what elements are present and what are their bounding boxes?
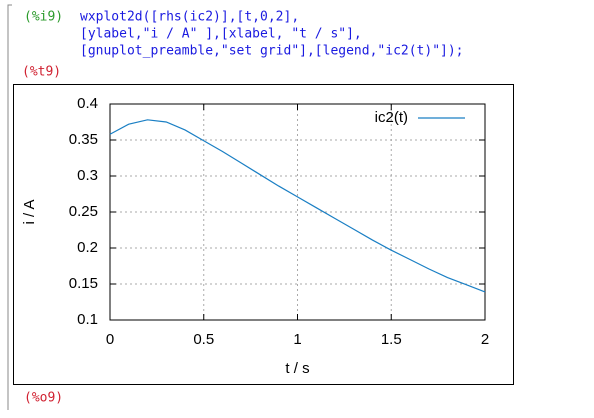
x-tick-label: 0.5 [193,331,214,348]
y-tick-label: 0.2 [77,239,98,256]
code-line[interactable]: wxplot2d([rhs(ic2)],[t,0,2], [80,10,299,25]
y-tick-label: 0.15 [69,275,98,292]
x-tick-label: 0 [106,331,114,348]
y-tick-label: 0.25 [69,203,98,220]
x-tick-label: 1 [293,331,301,348]
output-label: (%o9) [24,391,63,406]
x-tick-label: 2 [481,331,489,348]
code-line[interactable]: [ylabel,"i / A" ],[xlabel, "t / s"], [80,27,362,42]
plot: 0.1 0.15 0.2 0.25 0.3 0.35 0.4 0 0.5 1 1.5 2 t / s i … [21,95,489,377]
plot-label: (%t9) [22,65,61,80]
data-line [109,119,486,293]
cell-bracket [7,4,12,410]
plot-frame [13,84,514,385]
y-axis-label: i / A [21,199,38,224]
y-tick-label: 0.4 [77,95,98,112]
code-line[interactable]: [gnuplot_preamble,"set grid"],[legend,"i… [80,44,464,59]
legend-label: ic2(t) [375,109,408,126]
x-tick-label: 1.5 [381,331,402,348]
y-tick-label: 0.1 [77,311,98,328]
y-tick-label: 0.35 [69,131,98,148]
input-label: (%i9) [24,10,63,25]
x-axis-label: t / s [285,360,309,377]
axes-box [109,103,486,321]
y-tick-label: 0.3 [77,167,98,184]
